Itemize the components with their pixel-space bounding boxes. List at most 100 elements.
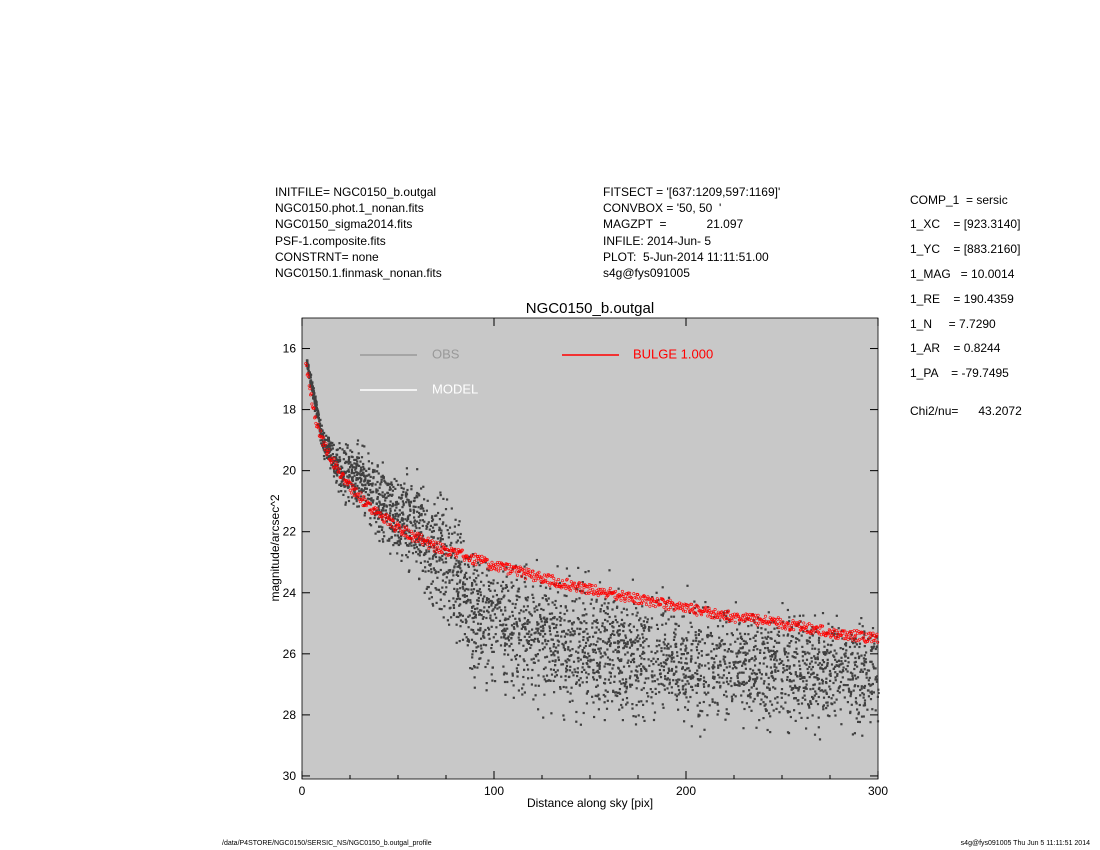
- obs-point: [616, 640, 620, 643]
- obs-point: [373, 470, 376, 473]
- obs-point: [815, 692, 818, 695]
- obs-point: [473, 611, 476, 614]
- obs-point: [500, 636, 503, 639]
- obs-point: [767, 676, 770, 679]
- obs-point: [379, 482, 382, 485]
- obs-point: [433, 550, 436, 553]
- obs-point: [453, 548, 456, 551]
- model-point: [495, 566, 499, 570]
- obs-point: [474, 580, 477, 583]
- obs-point: [583, 608, 587, 611]
- obs-point: [381, 512, 384, 515]
- obs-point: [353, 462, 356, 465]
- obs-point: [398, 509, 401, 512]
- obs-point: [870, 645, 873, 649]
- obs-point: [434, 555, 438, 559]
- obs-point: [487, 588, 491, 591]
- plot-area: [301, 317, 879, 780]
- model-point: [385, 513, 389, 517]
- obs-point: [836, 673, 839, 676]
- obs-point: [418, 551, 422, 554]
- obs-point: [444, 590, 447, 593]
- obs-point: [579, 589, 582, 593]
- obs-point: [316, 411, 319, 414]
- obs-point: [431, 530, 434, 533]
- obs-point: [691, 688, 694, 692]
- obs-point: [399, 542, 402, 545]
- obs-point: [794, 637, 798, 640]
- obs-point: [398, 539, 401, 542]
- obs-point: [397, 543, 401, 546]
- obs-point: [318, 425, 321, 428]
- obs-point: [504, 637, 507, 640]
- obs-point: [641, 605, 644, 608]
- obs-point: [382, 495, 385, 498]
- obs-point: [615, 606, 619, 609]
- obs-point: [535, 655, 538, 658]
- obs-point: [800, 634, 803, 637]
- obs-point: [466, 639, 469, 643]
- obs-point: [438, 529, 441, 532]
- obs-point: [530, 633, 533, 636]
- obs-point: [803, 690, 806, 693]
- model-point: [846, 638, 850, 642]
- model-point: [852, 629, 856, 633]
- obs-point: [463, 593, 466, 597]
- obs-point: [335, 457, 338, 461]
- obs-point: [474, 642, 477, 645]
- obs-point: [355, 458, 358, 461]
- obs-point: [415, 550, 418, 554]
- obs-point: [774, 639, 777, 642]
- obs-point: [363, 514, 366, 517]
- model-point: [719, 611, 723, 615]
- obs-point: [733, 663, 736, 666]
- obs-point: [408, 514, 411, 517]
- obs-point: [794, 656, 797, 659]
- model-point: [386, 522, 390, 526]
- obs-point: [358, 464, 361, 467]
- obs-point: [344, 443, 348, 446]
- obs-point: [775, 707, 778, 710]
- obs-point: [686, 708, 689, 711]
- obs-point: [859, 688, 862, 692]
- model-point: [432, 549, 436, 553]
- obs-point: [394, 487, 397, 490]
- obs-point: [636, 670, 639, 673]
- obs-point: [660, 682, 663, 685]
- model-point: [318, 435, 322, 439]
- model-point: [787, 625, 791, 629]
- obs-point: [577, 633, 581, 636]
- obs-point: [667, 667, 670, 670]
- obs-point: [442, 616, 445, 619]
- obs-point: [606, 699, 609, 702]
- obs-point: [347, 460, 350, 463]
- header-line: PSF-1.composite.fits: [275, 234, 386, 248]
- obs-point: [599, 675, 602, 678]
- model-point: [651, 597, 655, 601]
- obs-point: [476, 592, 479, 595]
- obs-point: [674, 622, 677, 625]
- obs-point: [425, 525, 428, 528]
- obs-point: [673, 660, 676, 663]
- obs-point: [730, 695, 733, 698]
- obs-point: [661, 586, 664, 589]
- obs-point: [611, 608, 614, 611]
- obs-point: [764, 647, 767, 650]
- obs-point: [787, 633, 790, 636]
- obs-point: [863, 704, 867, 707]
- obs-point: [521, 623, 524, 626]
- obs-point: [552, 651, 555, 654]
- obs-point: [356, 505, 359, 508]
- obs-point: [565, 632, 568, 635]
- obs-point: [703, 685, 706, 688]
- obs-point: [342, 478, 345, 481]
- obs-point: [647, 658, 650, 661]
- obs-point: [743, 632, 747, 636]
- obs-point: [334, 459, 337, 463]
- obs-point: [431, 518, 435, 521]
- obs-point: [863, 631, 866, 634]
- obs-point: [775, 641, 778, 644]
- param: 1_YC = [883.2160]: [910, 242, 1021, 256]
- obs-point: [631, 707, 634, 710]
- obs-point: [471, 553, 475, 556]
